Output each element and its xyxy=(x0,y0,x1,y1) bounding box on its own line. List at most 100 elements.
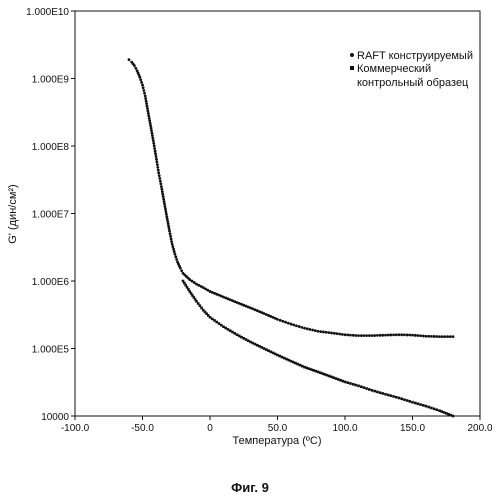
data-point xyxy=(416,334,420,337)
data-point xyxy=(167,224,171,228)
data-point xyxy=(400,397,403,401)
data-point xyxy=(298,363,302,367)
data-point xyxy=(451,335,455,339)
data-point xyxy=(424,404,428,408)
data-point xyxy=(141,86,145,90)
data-point xyxy=(335,332,339,336)
data-point xyxy=(156,165,160,169)
data-point xyxy=(237,302,241,305)
data-point xyxy=(160,187,164,191)
figure-caption: Фиг. 9 xyxy=(231,480,269,495)
data-point xyxy=(188,290,192,293)
data-point xyxy=(440,410,444,413)
data-point xyxy=(167,227,171,231)
data-point xyxy=(324,330,328,334)
data-point xyxy=(148,121,152,125)
data-point xyxy=(271,316,275,319)
data-point xyxy=(147,114,151,118)
data-point xyxy=(357,384,360,388)
data-point xyxy=(397,333,401,337)
data-point xyxy=(175,258,179,261)
data-point xyxy=(133,64,136,68)
data-point xyxy=(336,378,340,381)
data-point xyxy=(219,294,223,298)
legend-label-raft: RAFT конструируемый xyxy=(357,50,473,62)
data-point xyxy=(323,373,327,376)
data-point xyxy=(384,392,387,396)
data-point xyxy=(260,311,264,314)
data-point xyxy=(427,405,430,409)
data-point xyxy=(362,334,366,338)
data-point xyxy=(144,99,148,103)
data-point xyxy=(386,333,390,337)
legend-marker-commercial xyxy=(350,66,354,70)
data-point xyxy=(235,301,239,304)
data-point xyxy=(210,290,214,294)
data-point xyxy=(362,386,366,389)
data-point xyxy=(316,370,320,374)
data-point xyxy=(137,73,141,77)
data-point xyxy=(448,335,452,339)
data-point xyxy=(228,298,232,302)
data-point xyxy=(244,338,248,341)
data-point xyxy=(267,314,270,317)
data-point xyxy=(303,326,306,330)
data-point xyxy=(151,134,154,138)
data-point xyxy=(198,304,202,308)
y-axis-ticks: 1.000E10 1.000E9 1.000E8 1.000E7 1.000E6 1.00… xyxy=(26,7,75,423)
data-point xyxy=(267,349,270,352)
data-point xyxy=(343,380,347,384)
data-points xyxy=(127,58,455,418)
data-point xyxy=(178,266,182,270)
data-point xyxy=(163,202,166,206)
data-point xyxy=(152,144,156,148)
data-point xyxy=(262,312,266,315)
data-point xyxy=(249,306,252,310)
data-point xyxy=(289,359,293,363)
data-point xyxy=(287,358,291,362)
data-point xyxy=(249,340,252,344)
data-point xyxy=(134,66,138,70)
data-point xyxy=(217,322,221,325)
data-point xyxy=(330,375,333,379)
data-point xyxy=(204,287,207,291)
data-point xyxy=(184,283,187,287)
data-point xyxy=(373,389,376,393)
data-point xyxy=(432,407,436,411)
x-axis-title: Температура (ºC) xyxy=(233,435,322,447)
data-point xyxy=(303,365,306,369)
data-point xyxy=(276,317,279,321)
data-point xyxy=(292,323,296,327)
data-point xyxy=(373,334,377,337)
data-point xyxy=(155,157,158,161)
data-point xyxy=(297,325,301,328)
data-point xyxy=(207,314,210,317)
data-point xyxy=(208,315,212,319)
data-point xyxy=(351,382,355,386)
data-point xyxy=(210,317,214,321)
data-point xyxy=(430,406,433,410)
data-point xyxy=(160,185,163,189)
data-point xyxy=(311,328,314,332)
y-tick-label: 1.000E10 xyxy=(26,7,69,18)
data-point xyxy=(359,385,363,389)
data-point xyxy=(168,232,172,236)
data-point xyxy=(258,310,261,314)
data-point xyxy=(309,368,313,371)
data-point xyxy=(295,324,298,328)
data-point xyxy=(300,364,304,368)
data-point xyxy=(286,321,290,325)
data-point xyxy=(273,352,277,356)
x-tick-label: 150.0 xyxy=(400,423,425,434)
data-point xyxy=(162,197,166,201)
data-point xyxy=(278,354,282,358)
data-point xyxy=(400,333,404,337)
data-point xyxy=(321,372,324,375)
data-point xyxy=(327,374,331,378)
data-point xyxy=(195,282,198,286)
data-point xyxy=(386,393,390,397)
data-point xyxy=(143,94,147,98)
data-point xyxy=(246,305,250,309)
data-point xyxy=(160,190,164,194)
